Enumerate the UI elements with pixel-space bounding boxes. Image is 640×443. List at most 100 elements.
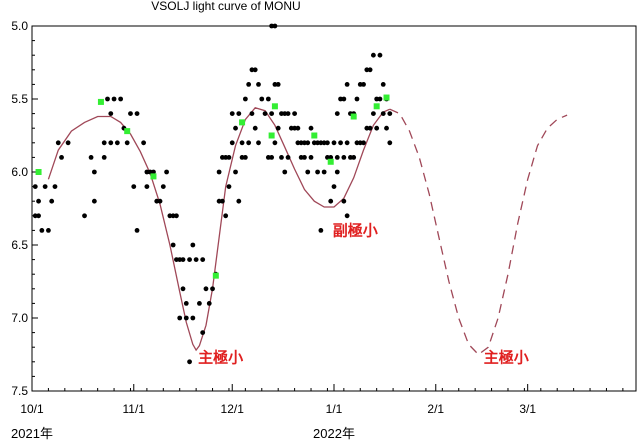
photometric-point — [383, 94, 390, 101]
visual-point — [223, 213, 229, 219]
visual-point — [292, 111, 298, 116]
minimum-annotation-2: 主極小 — [484, 348, 529, 366]
visual-point — [233, 125, 238, 131]
visual-point — [364, 67, 370, 73]
visual-point — [269, 111, 275, 116]
visual-point — [154, 198, 160, 204]
visual-point — [239, 155, 245, 160]
visual-point — [344, 140, 350, 146]
visual-point — [325, 140, 330, 146]
visual-point — [269, 23, 275, 29]
visual-point — [341, 96, 347, 102]
visual-point — [200, 257, 206, 262]
visual-point — [174, 257, 179, 262]
visual-point — [101, 140, 107, 146]
visual-point — [36, 213, 41, 219]
visual-point — [364, 125, 370, 131]
visual-point — [82, 213, 87, 219]
visual-point — [177, 315, 183, 321]
visual-point — [246, 140, 252, 146]
visual-point — [321, 140, 327, 146]
visual-point — [348, 155, 353, 160]
photometric-point — [212, 272, 219, 279]
visual-point — [298, 155, 304, 160]
visual-point — [361, 82, 366, 87]
visual-point — [242, 96, 248, 102]
minimum-annotation-0: 主極小 — [198, 348, 243, 366]
visual-point — [187, 257, 192, 262]
predicted-curve — [389, 108, 568, 356]
visual-point — [256, 140, 261, 146]
visual-point — [46, 228, 51, 233]
visual-point — [203, 286, 209, 292]
visual-point — [318, 228, 324, 233]
visual-point — [282, 111, 288, 116]
visual-point — [259, 96, 265, 102]
visual-point — [134, 111, 140, 116]
visual-point — [170, 242, 176, 248]
visual-point — [298, 140, 304, 146]
x-tick-label-0: 10/1 — [20, 402, 44, 416]
visual-point — [190, 242, 196, 248]
visual-point — [147, 169, 153, 175]
visual-point — [242, 155, 248, 160]
year-label-1: 2022年 — [313, 426, 355, 441]
visual-point — [302, 140, 307, 146]
visual-point — [279, 155, 284, 160]
visual-point — [101, 155, 107, 160]
visual-point — [197, 301, 202, 306]
visual-point — [367, 125, 373, 131]
x-tick-label-4: 2/1 — [427, 402, 444, 416]
visual-point — [193, 257, 199, 262]
visual-point — [226, 155, 232, 160]
visual-point — [380, 82, 386, 87]
photometric-point — [268, 132, 275, 139]
y-tick-label-0: 5.0 — [11, 19, 28, 33]
visual-point — [180, 286, 186, 292]
visual-point — [187, 359, 192, 365]
y-tick-label-1: 5.5 — [11, 92, 28, 106]
y-tick-label-5: 7.5 — [11, 384, 28, 398]
visual-point — [305, 169, 311, 175]
visual-point — [295, 140, 301, 146]
visual-point — [206, 301, 212, 306]
visual-point — [174, 213, 179, 219]
visual-point — [223, 155, 229, 160]
visual-point — [200, 330, 206, 335]
visual-point — [118, 96, 124, 102]
photometric-point — [35, 169, 42, 175]
visual-point — [131, 184, 137, 190]
visual-point — [334, 155, 340, 160]
visual-point — [315, 169, 320, 175]
visual-point — [272, 82, 278, 87]
visual-point — [249, 111, 255, 116]
visual-point — [32, 213, 38, 219]
visual-point — [334, 111, 340, 116]
visual-point — [216, 198, 222, 204]
visual-point — [361, 140, 366, 146]
y-tick-label-2: 6.0 — [11, 165, 28, 179]
visual-point — [328, 155, 334, 160]
visual-point — [108, 140, 114, 146]
y-tick-label-4: 7.0 — [11, 311, 28, 325]
visual-point — [170, 213, 176, 219]
y-tick-label-3: 6.5 — [11, 238, 28, 252]
visual-point — [338, 96, 343, 102]
visual-point — [52, 184, 58, 190]
photometric-point — [239, 119, 246, 126]
visual-point — [344, 213, 350, 219]
visual-point — [295, 125, 301, 131]
visual-point — [128, 111, 133, 116]
photometric-point — [97, 98, 104, 105]
visual-point — [321, 169, 327, 175]
visual-point — [134, 228, 140, 233]
x-tick-label-3: 1/1 — [326, 402, 343, 416]
visual-point — [141, 140, 147, 146]
visual-point — [285, 155, 291, 160]
visual-point — [265, 96, 271, 102]
visual-point — [229, 111, 235, 116]
visual-point — [325, 155, 330, 160]
photometric-point — [150, 173, 157, 180]
visual-point — [59, 155, 64, 160]
visual-point — [308, 125, 314, 131]
